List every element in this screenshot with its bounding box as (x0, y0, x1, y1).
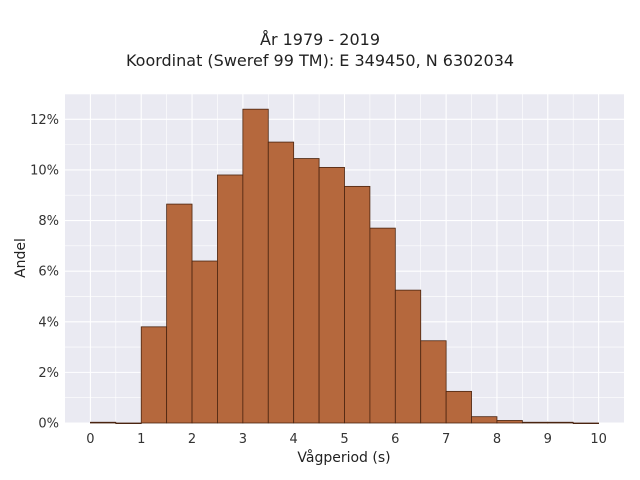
y-tick-label: 0% (38, 417, 59, 432)
histogram-bar (394, 289, 422, 424)
x-tick-label: 3 (239, 432, 247, 447)
histogram-bar (445, 390, 472, 424)
x-tick-label: 2 (188, 432, 196, 447)
x-tick-label: 7 (442, 432, 450, 447)
y-axis-label: Andel (13, 238, 29, 278)
histogram-bar (496, 420, 523, 424)
x-tick-label: 4 (290, 432, 298, 447)
x-tick-labels: 0 1 2 3 4 5 6 7 8 9 10 (86, 432, 607, 447)
histogram-bar (471, 416, 498, 424)
x-tick-label: 8 (493, 432, 501, 447)
bars (90, 108, 599, 425)
histogram-bar (217, 174, 244, 424)
y-tick-labels: 0% 2% 4% 6% 8% 10% 12% (30, 113, 59, 432)
y-tick-label: 8% (38, 214, 59, 229)
chart-title-line-2: Koordinat (Sweref 99 TM): E 349450, N 63… (125, 51, 515, 70)
histogram-bar (242, 108, 269, 424)
y-tick-label: 6% (38, 265, 59, 280)
chart-title-line-1: År 1979 - 2019 (260, 30, 380, 49)
x-tick-label: 0 (86, 432, 94, 447)
histogram-bar (547, 421, 574, 424)
x-tick-label: 1 (137, 432, 145, 447)
histogram-bar (572, 422, 599, 425)
histogram-bar (521, 421, 549, 424)
histogram-bar (140, 326, 168, 424)
histogram-bar (191, 260, 218, 424)
histogram-bar (115, 422, 142, 425)
histogram-bar (267, 141, 295, 424)
histogram-bar (293, 158, 320, 424)
histogram-bar (90, 421, 117, 424)
y-tick-label: 2% (38, 366, 59, 381)
x-axis-label: Vågperiod (s) (297, 449, 390, 466)
histogram-bar (166, 203, 193, 424)
histogram-bar (318, 166, 345, 424)
y-tick-label: 4% (38, 315, 59, 330)
x-tick-label: 10 (590, 432, 607, 447)
histogram-bar (369, 227, 396, 424)
x-tick-label: 9 (544, 432, 552, 447)
y-tick-label: 12% (30, 113, 59, 128)
histogram-bar (344, 185, 371, 424)
x-tick-label: 5 (340, 432, 348, 447)
y-tick-label: 10% (30, 163, 59, 178)
histogram-bar (420, 340, 447, 424)
x-tick-label: 6 (391, 432, 399, 447)
